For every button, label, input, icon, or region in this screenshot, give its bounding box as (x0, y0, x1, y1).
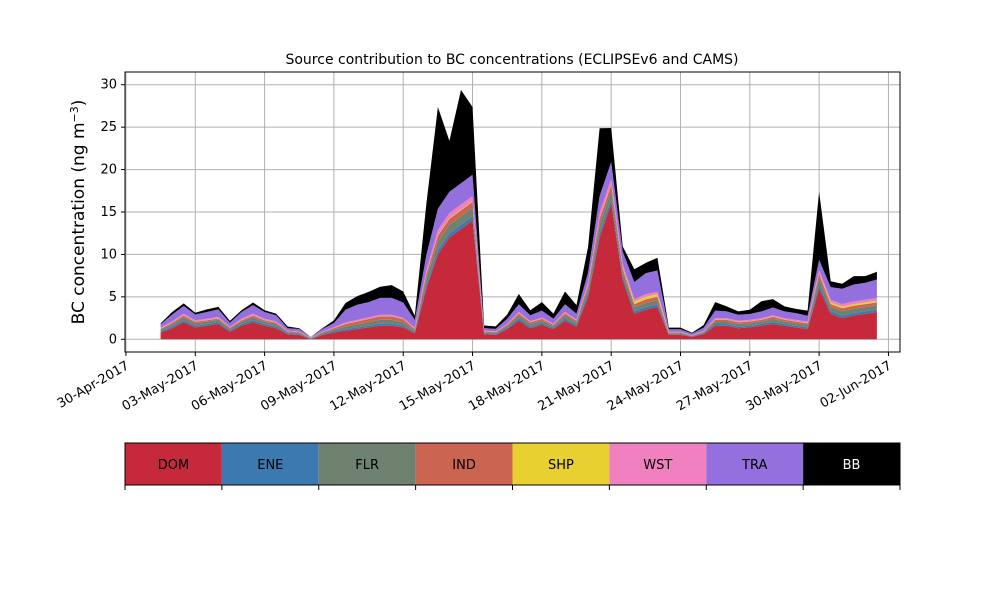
x-tick-label: 15-May-2017 (397, 358, 479, 414)
y-axis-label-text: BC concentration (ng m (69, 122, 89, 324)
chart-title: Source contribution to BC concentrations… (285, 52, 738, 68)
stacked-areas (160, 90, 877, 340)
x-tick-label: 18-May-2017 (466, 358, 548, 414)
legend-swatch-ene (221, 443, 319, 485)
legend-label-wst: WST (643, 458, 672, 473)
legend-label-shp: SHP (548, 458, 574, 473)
legend-label-dom: DOM (158, 458, 189, 473)
x-tick-label: 02-Jun-2017 (818, 358, 895, 411)
x-tick-label: 12-May-2017 (328, 358, 410, 414)
legend-label-bb: BB (843, 458, 861, 473)
x-tick-label: 27-May-2017 (674, 358, 756, 414)
y-tick-label: 25 (100, 120, 117, 135)
area-ind (160, 184, 877, 339)
area-tra (160, 161, 877, 338)
legend-swatch-ind (415, 443, 513, 485)
y-axis-ticks: 0 5 10 15 20 25 30 (100, 78, 125, 347)
area-wst (160, 178, 877, 338)
legend-label-ind: IND (452, 458, 476, 473)
y-tick-label: 30 (100, 78, 117, 93)
x-tick-label: 06-May-2017 (189, 358, 271, 414)
x-axis-ticks: 30-Apr-201703-May-201706-May-201709-May-… (55, 352, 895, 414)
y-axis-label-sup: −3 (68, 106, 81, 122)
y-tick-label: 15 (100, 205, 117, 220)
y-axis-label: BC concentration (ng m−3) (68, 100, 90, 325)
legend-label-ene: ENE (257, 458, 283, 473)
y-tick-label: 0 (109, 332, 117, 347)
x-tick-label: 30-May-2017 (743, 358, 825, 414)
legend-swatch-flr (318, 443, 416, 485)
legend-label-flr: FLR (355, 458, 379, 473)
y-tick-label: 20 (100, 163, 117, 178)
legend-label-tra: TRA (741, 458, 767, 473)
legend-swatch-dom (125, 443, 222, 485)
x-tick-label: 09-May-2017 (258, 358, 340, 414)
y-tick-label: 10 (100, 247, 117, 262)
area-shp (160, 184, 877, 338)
y-tick-label: 5 (109, 290, 117, 305)
y-axis-label-close: ) (69, 100, 89, 107)
legend-swatch-tra (706, 443, 804, 485)
area-bb (160, 90, 877, 337)
x-tick-label: 03-May-2017 (120, 358, 202, 414)
x-tick-label: 24-May-2017 (605, 358, 687, 414)
legend: DOM ENE FLR IND SHP WST TRA BB (124, 442, 901, 490)
legend-swatch-bb (803, 443, 900, 485)
legend-swatch-shp (512, 443, 610, 485)
legend-frame (124, 442, 901, 486)
legend-swatch-wst (609, 443, 707, 485)
x-tick-label: 21-May-2017 (535, 358, 617, 414)
